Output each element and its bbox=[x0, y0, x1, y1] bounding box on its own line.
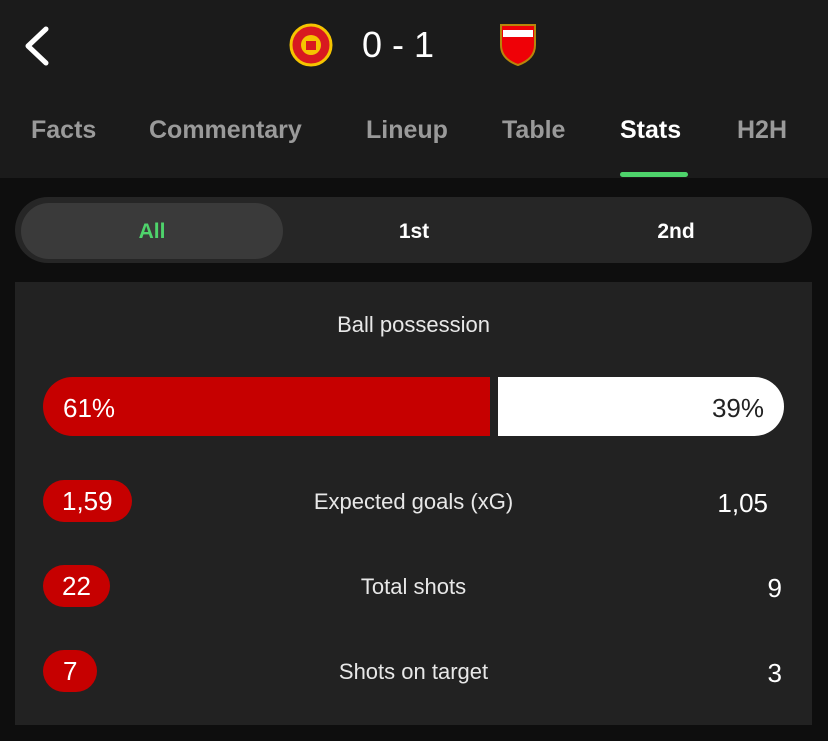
tab[interactable]: Commentary bbox=[149, 116, 302, 144]
tab[interactable]: H2H bbox=[737, 116, 788, 144]
home-logo bbox=[289, 23, 333, 67]
stat-title: Ball possession bbox=[337, 312, 490, 337]
home-possession-label: 61% bbox=[63, 393, 116, 423]
active-tab-indicator bbox=[620, 172, 688, 177]
stat-label: Total shots bbox=[360, 574, 467, 599]
home-stat: 7 bbox=[43, 650, 98, 692]
back-button[interactable] bbox=[22, 26, 52, 66]
away-possession-label: 39% bbox=[711, 393, 764, 423]
header bbox=[0, 0, 828, 178]
tab[interactable]: Table bbox=[502, 116, 566, 144]
stats-card bbox=[15, 282, 812, 725]
tab[interactable]: Facts bbox=[31, 116, 97, 144]
tab[interactable]: Lineup bbox=[366, 116, 448, 144]
away-possession: 39% bbox=[498, 377, 784, 436]
period[interactable]: 2nd bbox=[657, 220, 695, 243]
period[interactable]: All bbox=[138, 220, 166, 243]
tab[interactable]: Stats bbox=[620, 116, 682, 144]
score: 0 - 1 bbox=[362, 24, 435, 65]
home-possession: 61% bbox=[43, 377, 491, 436]
home-stat: 1,59 bbox=[43, 480, 132, 522]
stat-label: Expected goals (xG) bbox=[313, 489, 514, 514]
away-stat: 1,05 bbox=[717, 488, 768, 518]
stat-label: Shots on target bbox=[338, 659, 489, 684]
away-stat: 9 bbox=[767, 573, 782, 603]
away-stat: 3 bbox=[767, 658, 782, 688]
possession-bar: 61% 39% bbox=[43, 377, 784, 436]
away-logo bbox=[500, 24, 536, 67]
home-stat: 22 bbox=[43, 565, 110, 607]
selected-period bbox=[21, 203, 283, 259]
period[interactable]: 1st bbox=[398, 220, 430, 243]
